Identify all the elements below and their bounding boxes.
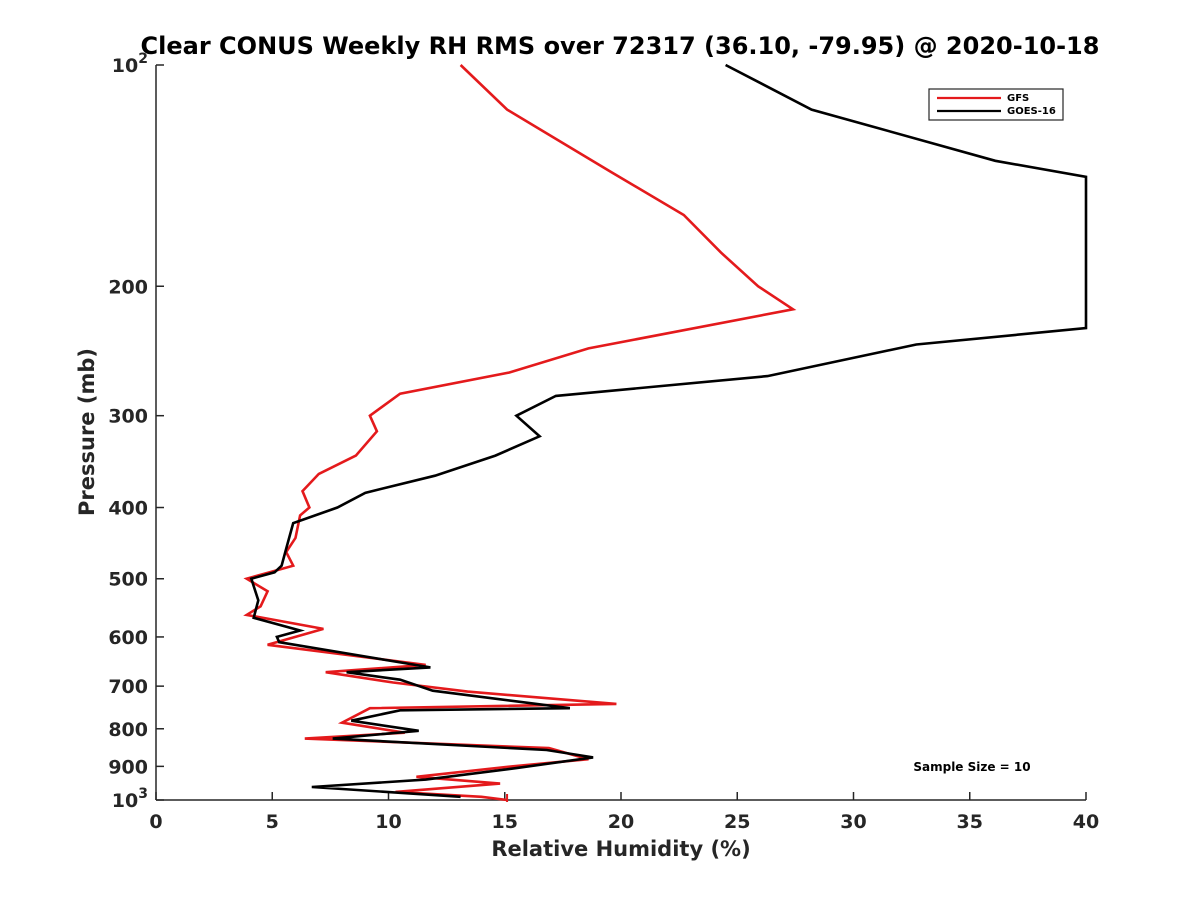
y-axis-label: Pressure (mb) <box>75 348 99 516</box>
series-line-gfs <box>243 64 797 802</box>
x-tick-label: 10 <box>375 811 401 833</box>
y-tick-label: 102 <box>112 51 148 77</box>
x-tick-label: 25 <box>724 811 750 833</box>
y-axis-ticks: 102 200 300 400 500 600 700 800 900 103 <box>108 51 164 812</box>
y-tick-label: 700 <box>108 676 148 698</box>
legend-box <box>928 88 1064 121</box>
y-tick-label: 900 <box>108 756 148 778</box>
sample-size-annotation: Sample Size = 10 <box>913 760 1030 774</box>
legend-label-gfs: GFS <box>1007 93 1029 104</box>
y-tick-label: 103 <box>112 786 148 812</box>
x-tick-label: 20 <box>608 811 634 833</box>
y-tick-label: 800 <box>108 719 148 741</box>
x-tick-label: 40 <box>1073 811 1099 833</box>
x-tick-label: 15 <box>492 811 518 833</box>
series-line-goes-16 <box>249 63 1088 799</box>
y-tick-label: 200 <box>108 276 148 298</box>
x-tick-label: 5 <box>266 811 279 833</box>
x-axis-label: Relative Humidity (%) <box>491 837 750 861</box>
y-tick-label: 400 <box>108 498 148 520</box>
x-tick-label: 30 <box>840 811 866 833</box>
plot-area <box>155 65 1086 801</box>
x-axis-ticks: 0 5 10 15 20 25 30 35 40 <box>149 792 1099 833</box>
chart-title: Clear CONUS Weekly RH RMS over 72317 (36… <box>141 32 1100 60</box>
series-lines <box>243 63 1088 802</box>
x-tick-label: 0 <box>149 811 162 833</box>
x-tick-label: 35 <box>957 811 983 833</box>
legend-label-goes16: GOES-16 <box>1007 106 1056 117</box>
y-tick-label: 300 <box>108 406 148 428</box>
y-tick-label: 600 <box>108 627 148 649</box>
legend: GFS GOES-16 <box>928 88 1064 121</box>
y-tick-label: 500 <box>108 569 148 591</box>
